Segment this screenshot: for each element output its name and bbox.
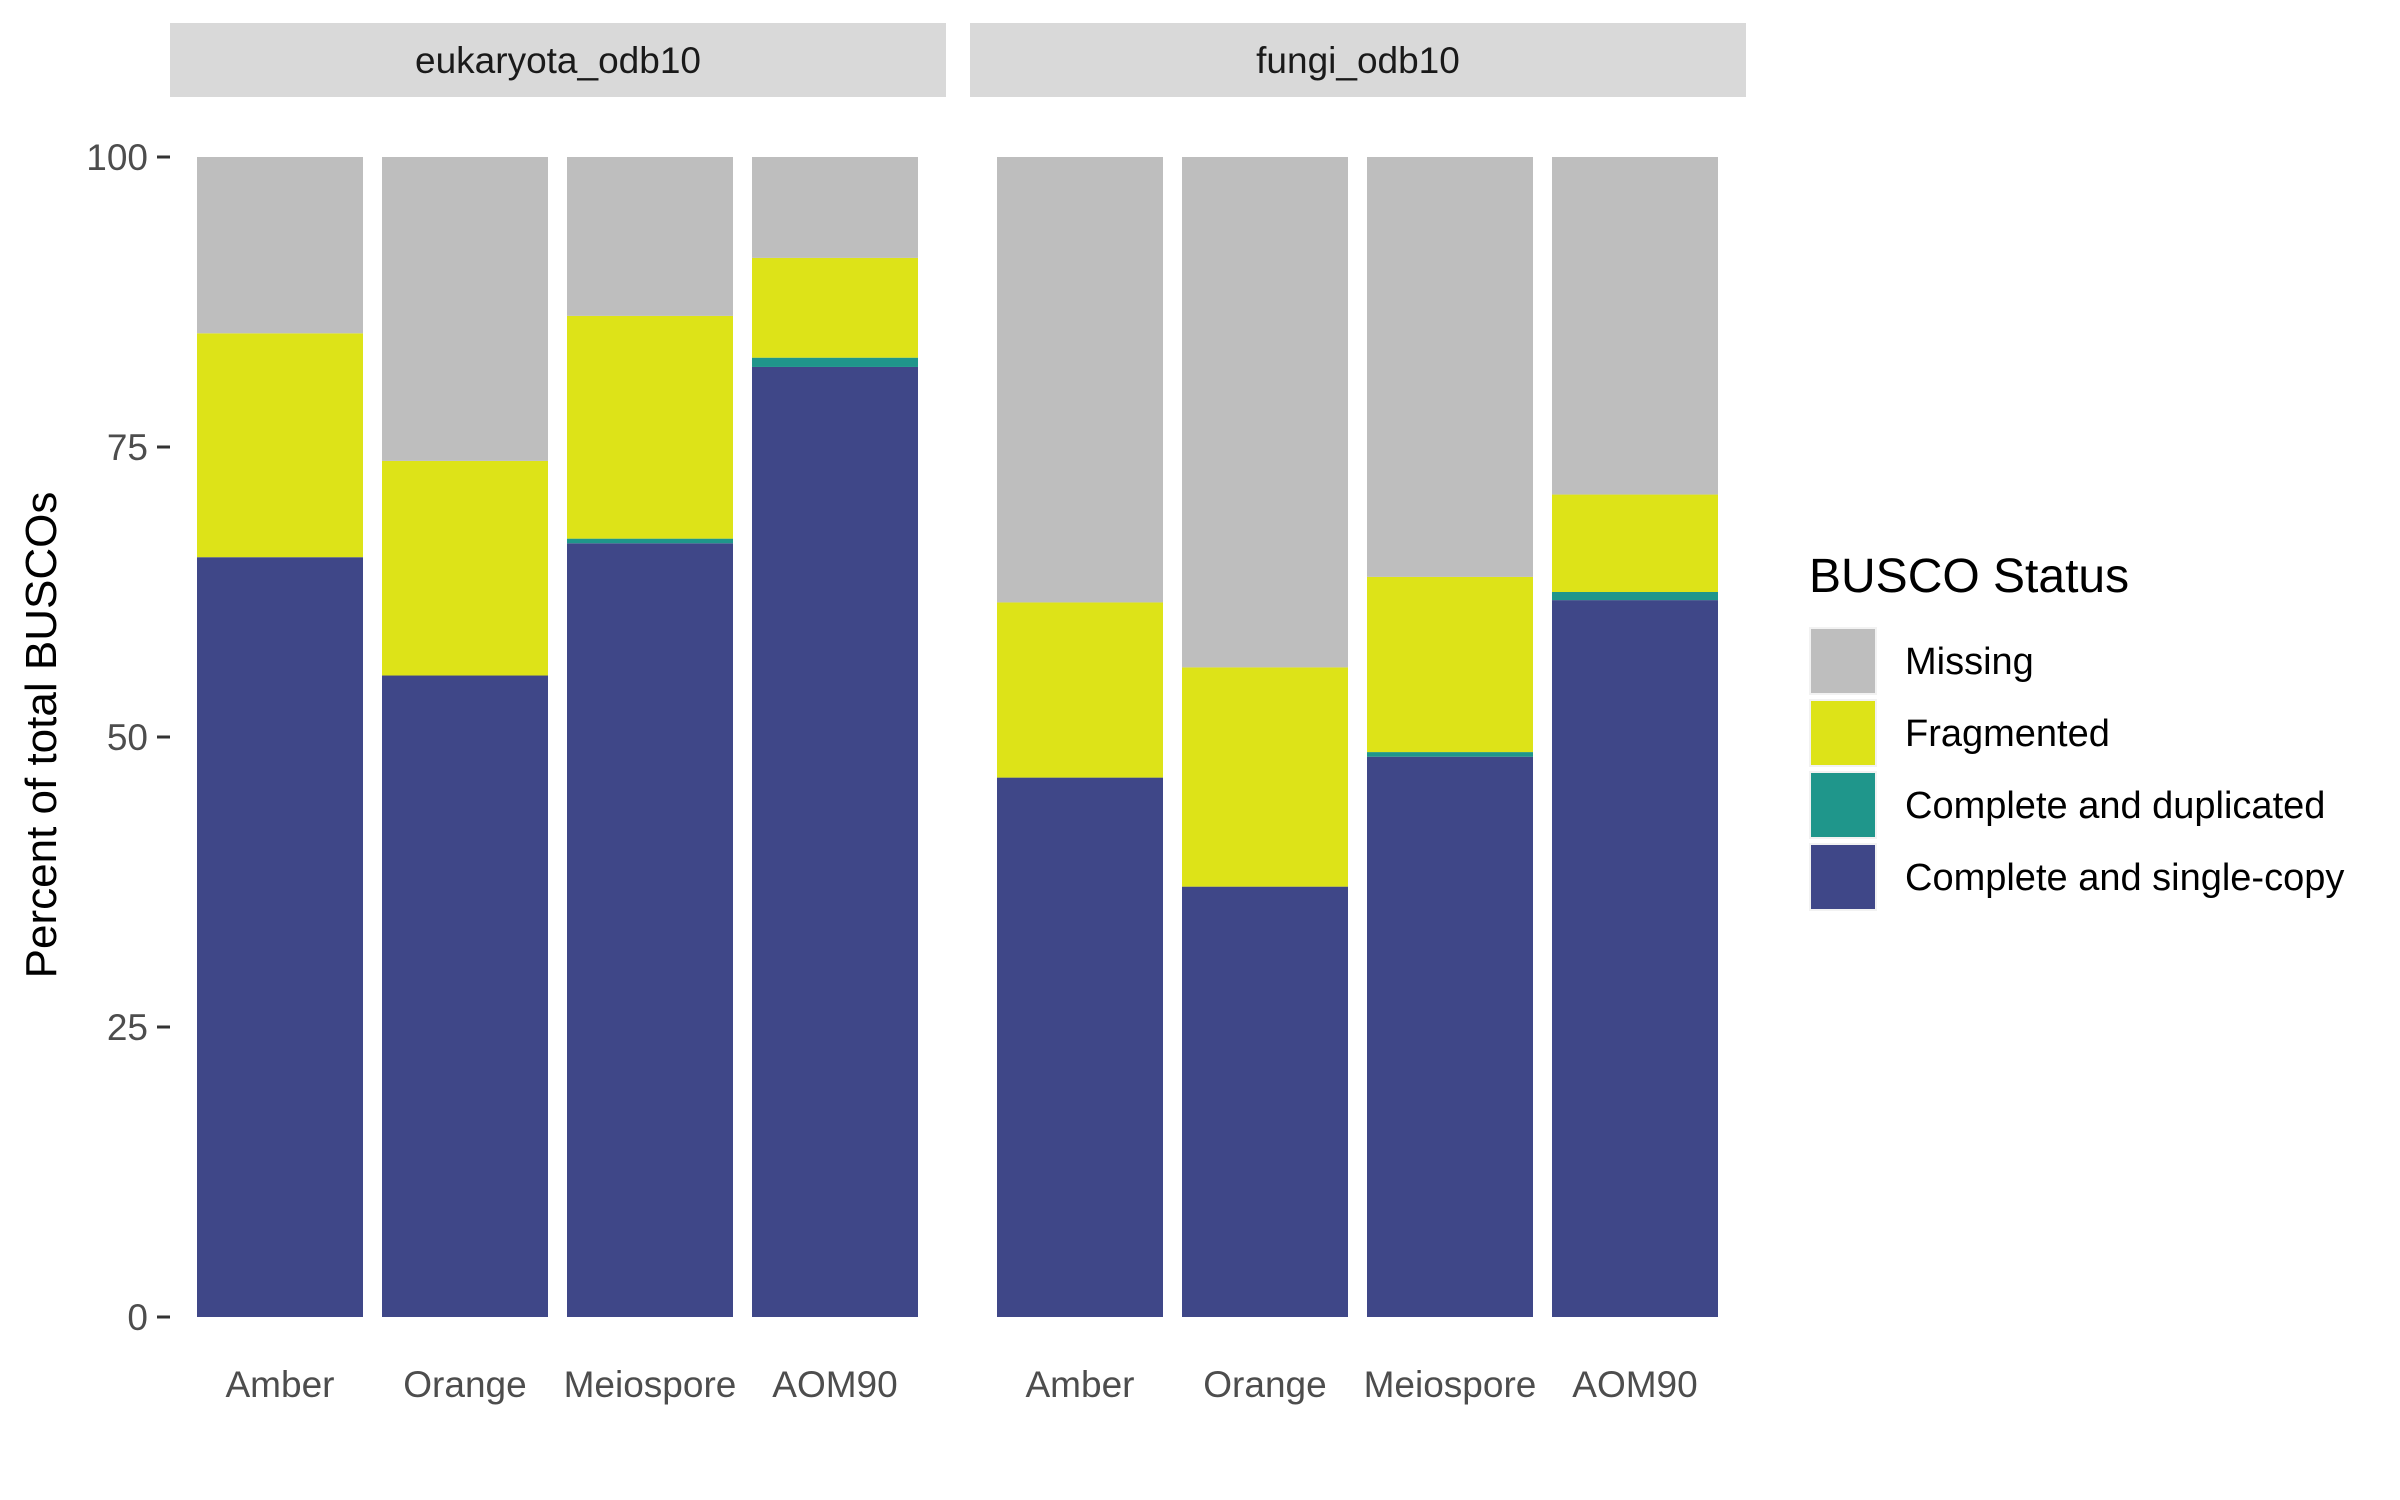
- bar-segment-fragmented: [1182, 667, 1348, 887]
- legend-label: Complete and single-copy: [1905, 857, 2344, 899]
- bar-segment-fragmented: [1552, 494, 1718, 592]
- bar-segment-missing: [1182, 157, 1348, 668]
- x-tick-label: Orange: [1203, 1364, 1326, 1405]
- bar-segment-complete-and-single-copy: [752, 366, 918, 1318]
- bar-segment-missing: [752, 157, 918, 258]
- bar-segment-fragmented: [752, 257, 918, 358]
- facet-strip: [170, 23, 946, 97]
- x-tick-label: Meiospore: [564, 1364, 737, 1405]
- bar-stack-orange: [1182, 157, 1348, 1317]
- legend-entry-missing: Missing: [1809, 627, 2034, 695]
- x-tick-label: AOM90: [772, 1364, 897, 1405]
- bar-segment-complete-and-single-copy: [1367, 756, 1533, 1317]
- bar-stack-amber: [197, 157, 363, 1317]
- bar-stack-aom90: [752, 157, 918, 1318]
- y-axis-title: Percent of total BUSCOs: [17, 492, 66, 979]
- bar-segment-fragmented: [997, 602, 1163, 778]
- legend-entry-complete-and-duplicated: Complete and duplicated: [1809, 771, 2325, 839]
- y-tick-label: 0: [127, 1297, 148, 1338]
- bar-segment-complete-and-single-copy: [197, 557, 363, 1317]
- x-tick-label: Meiospore: [1364, 1364, 1537, 1405]
- bar-segment-missing: [382, 157, 548, 461]
- legend-label: Missing: [1905, 641, 2034, 683]
- x-tick-label: Orange: [403, 1364, 526, 1405]
- bar-stack-meiospore: [1367, 157, 1533, 1317]
- legend-label: Fragmented: [1905, 713, 2110, 755]
- bar-segment-missing: [1367, 157, 1533, 577]
- facet-strip-label: fungi_odb10: [1256, 40, 1460, 81]
- bar-segment-missing: [997, 157, 1163, 603]
- bar-stack-amber: [997, 157, 1163, 1317]
- legend: BUSCO Status Missing Fragmented Complete a…: [1809, 550, 2344, 911]
- bar-stack-meiospore: [567, 157, 733, 1317]
- bar-segment-complete-and-single-copy: [567, 543, 733, 1317]
- bar-segment-complete-and-single-copy: [997, 777, 1163, 1317]
- legend-label: Complete and duplicated: [1905, 785, 2325, 827]
- facet-strip: [970, 23, 1746, 97]
- facet-panel-eukaryota_odb10: eukaryota_odb10 Amber Orange Meiospore AOM90: [170, 23, 946, 1405]
- x-tick-label: Amber: [226, 1364, 335, 1405]
- y-tick-label: 75: [107, 427, 148, 468]
- bar-segment-missing: [197, 157, 363, 334]
- legend-swatch: [1811, 773, 1875, 837]
- bar-segment-complete-and-single-copy: [382, 675, 548, 1317]
- y-tick-label: 100: [86, 137, 148, 178]
- y-axis: 0 25 50 75 100: [86, 137, 170, 1338]
- bar-segment-complete-and-duplicated: [1552, 592, 1718, 601]
- legend-swatch: [1811, 629, 1875, 693]
- y-tick-label: 50: [107, 717, 148, 758]
- bar-segment-complete-and-single-copy: [1182, 886, 1348, 1317]
- bar-stack-orange: [382, 157, 548, 1317]
- legend-entry-complete-and-single-copy: Complete and single-copy: [1809, 843, 2344, 911]
- legend-swatch: [1811, 701, 1875, 765]
- bar-segment-fragmented: [197, 333, 363, 558]
- y-tick-label: 25: [107, 1007, 148, 1048]
- facet-panels: eukaryota_odb10 Amber Orange Meiospore AOM90…: [170, 23, 1746, 1405]
- bar-segment-missing: [1552, 157, 1718, 495]
- bar-segment-complete-and-duplicated: [567, 538, 733, 544]
- bar-segment-complete-and-duplicated: [752, 357, 918, 367]
- bar-segment-fragmented: [382, 460, 548, 676]
- bar-segment-fragmented: [1367, 576, 1533, 753]
- bar-segment-missing: [567, 157, 733, 316]
- legend-title: BUSCO Status: [1809, 550, 2129, 603]
- bar-segment-complete-and-duplicated: [1367, 752, 1533, 757]
- x-tick-label: AOM90: [1572, 1364, 1697, 1405]
- bar-segment-fragmented: [567, 315, 733, 539]
- facet-strip-label: eukaryota_odb10: [415, 40, 701, 81]
- facet-panel-fungi_odb10: fungi_odb10 Amber Orange Meiospore AOM90: [970, 23, 1746, 1405]
- bar-stack-aom90: [1552, 157, 1718, 1317]
- x-tick-label: Amber: [1026, 1364, 1135, 1405]
- legend-entry-fragmented: Fragmented: [1809, 699, 2110, 767]
- legend-swatch: [1811, 845, 1875, 909]
- bar-segment-complete-and-single-copy: [1552, 600, 1718, 1317]
